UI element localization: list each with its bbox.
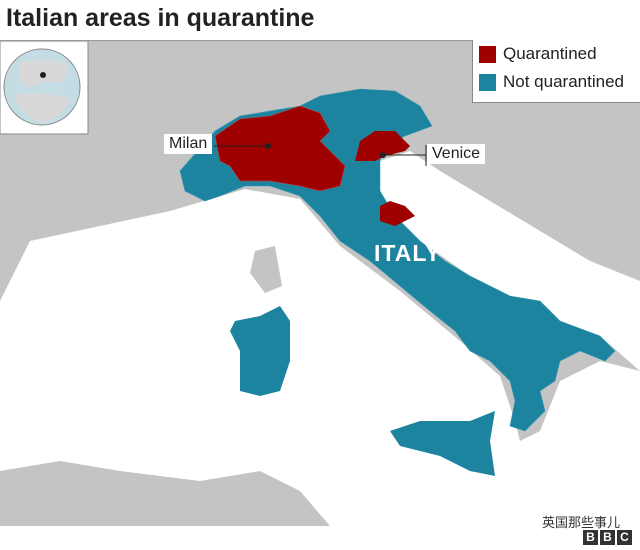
quarantined-swatch xyxy=(479,45,496,63)
logo-letter: C xyxy=(617,530,632,545)
quarantined-marche xyxy=(380,201,415,226)
sicily xyxy=(390,411,495,476)
logo-letter: B xyxy=(600,530,615,545)
legend-item-quarantined: Quarantined xyxy=(473,40,640,68)
bbc-logo: B B C xyxy=(583,530,632,545)
logo-letter: B xyxy=(583,530,598,545)
quarantined-veneto xyxy=(355,131,410,161)
venice-label: Venice xyxy=(427,144,486,164)
corsica xyxy=(250,246,282,293)
legend-label: Not quarantined xyxy=(503,72,624,91)
globe-italy-marker xyxy=(40,72,46,78)
globe-africa xyxy=(14,93,70,123)
page-title: Italian areas in quarantine xyxy=(6,4,315,32)
legend: Quarantined Not quarantined xyxy=(472,40,640,103)
adriatic-sea xyxy=(380,151,640,371)
legend-item-not-quarantined: Not quarantined xyxy=(473,68,640,96)
map-svg xyxy=(0,40,640,526)
map xyxy=(0,40,640,526)
milan-label: Milan xyxy=(164,134,213,154)
sardinia xyxy=(230,306,290,396)
venice-dot xyxy=(380,152,386,158)
not-quarantined-swatch xyxy=(479,73,496,91)
quarantined-northwest xyxy=(214,105,346,192)
africa-land xyxy=(0,461,330,526)
milan-dot xyxy=(265,143,271,149)
legend-label: Quarantined xyxy=(503,44,597,63)
country-label: ITALY xyxy=(374,240,442,266)
watermark: 英国那些事儿 xyxy=(541,512,620,531)
